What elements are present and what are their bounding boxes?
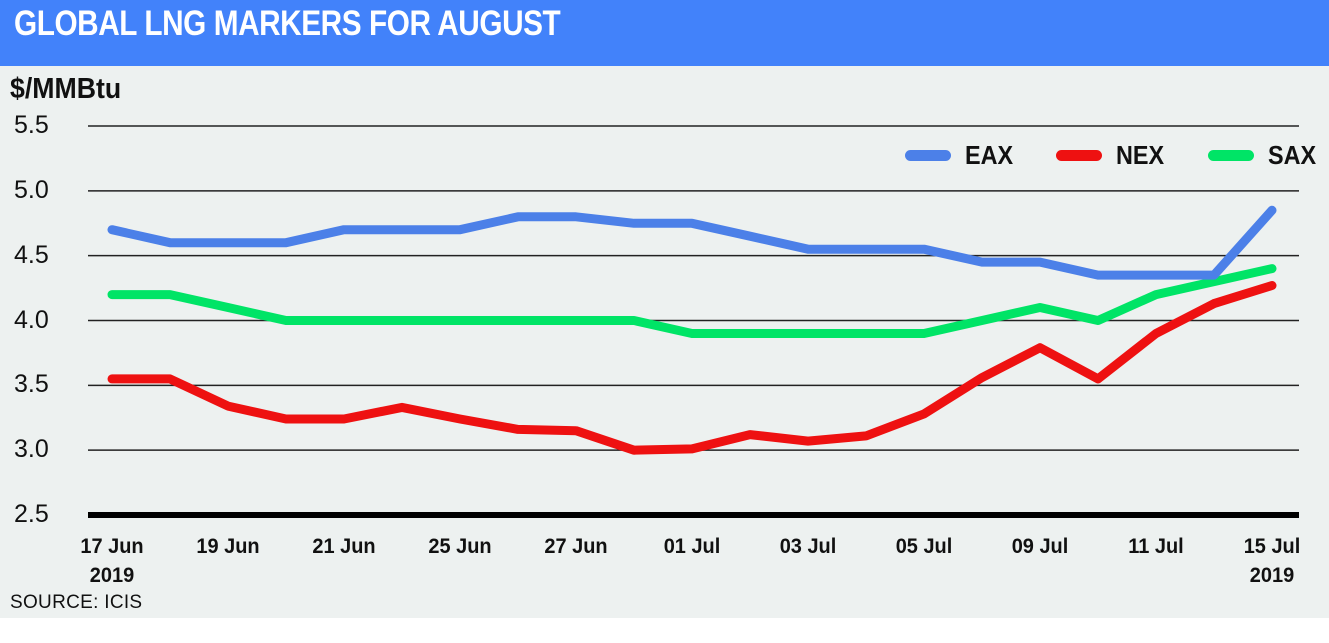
eax-line-swatch-icon [905,149,951,161]
x-tick-label-01-jul: 01 Jul [663,535,721,558]
x-tick-label-21-jun: 21 Jun [312,535,376,558]
y-tick-label-5.0: 5.0 [14,175,49,204]
page-title: GLOBAL LNG MARKERS FOR AUGUST [14,4,561,43]
x-tick-label-19-jun: 19 Jun [196,535,260,558]
y-axis-unit-label: $/MMBtu [10,73,122,105]
x-tick-label-27-jun: 27 Jun [544,535,608,558]
source-note: SOURCE: ICIS [10,592,143,613]
plot-background [0,66,1329,618]
x-tick-year-label: 2019 [89,564,135,587]
y-tick-label-4.0: 4.0 [14,305,49,334]
series-line-eax [107,205,1277,280]
x-tick-label-15-jul: 15 Jul 2019 [1215,532,1329,590]
legend-label-eax: EAX [965,140,1014,170]
sax-line-swatch-icon [1207,149,1254,161]
x-tick-label-05-jul: 05 Jul [895,535,953,558]
chart-legend: EAX NEX SAX [905,142,1321,168]
header-bar: GLOBAL LNG MARKERS FOR AUGUST [0,0,1329,66]
legend-label-sax: SAX [1267,140,1317,170]
series-line-nex [107,281,1277,455]
y-tick-label-3.5: 3.5 [14,370,49,399]
y-tick-label-2.5: 2.5 [14,500,49,528]
x-tick-label-17-jun: 17 Jun 2019 [55,532,169,590]
x-tick-label-11-jul: 11 Jul [1128,535,1184,558]
y-tick-label-4.5: 4.5 [14,240,49,269]
legend-item-nex: NEX [1056,142,1169,168]
x-tick-year-label: 2019 [1249,564,1295,587]
series-line-sax [107,264,1277,338]
legend-item-eax: EAX [905,142,1018,168]
x-tick-label-09-jul: 09 Jul [1011,535,1069,558]
x-tick-label-25-jun: 25 Jun [428,535,492,558]
nex-line-swatch-icon [1056,149,1103,161]
y-tick-label-3.0: 3.0 [14,435,49,464]
legend-label-nex: NEX [1116,140,1165,170]
y-tick-label-5.5: 5.5 [14,111,49,139]
x-tick-label-03-jul: 03 Jul [779,535,837,558]
legend-item-sax: SAX [1207,140,1321,170]
